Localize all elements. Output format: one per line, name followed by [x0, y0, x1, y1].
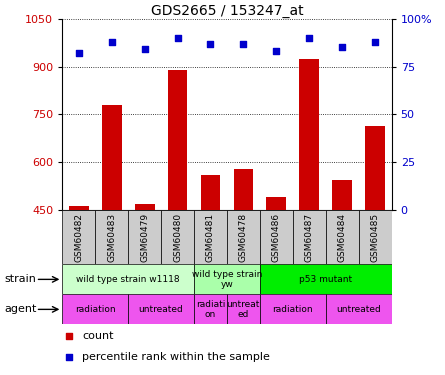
Text: GSM60482: GSM60482 — [74, 213, 83, 262]
Text: GSM60481: GSM60481 — [206, 213, 215, 262]
Bar — [260, 294, 326, 324]
Bar — [62, 264, 194, 294]
Bar — [102, 105, 121, 353]
Bar — [69, 206, 89, 353]
Bar — [267, 197, 286, 353]
Text: GSM60486: GSM60486 — [272, 213, 281, 262]
Bar — [326, 294, 392, 324]
Bar — [168, 70, 187, 353]
Text: radiati
on: radiati on — [196, 300, 225, 319]
Text: strain: strain — [4, 274, 36, 284]
Point — [174, 35, 181, 41]
Bar — [332, 180, 352, 353]
Text: wild type strain
yw: wild type strain yw — [192, 270, 262, 289]
Bar — [194, 264, 260, 294]
Point — [141, 46, 148, 53]
Bar — [201, 175, 220, 353]
Point — [108, 39, 115, 45]
Point — [207, 40, 214, 46]
Text: count: count — [82, 331, 113, 341]
Bar — [227, 294, 260, 324]
Text: wild type strain w1118: wild type strain w1118 — [77, 275, 180, 284]
Bar — [359, 210, 392, 264]
Text: percentile rank within the sample: percentile rank within the sample — [82, 352, 270, 362]
Bar — [260, 264, 392, 294]
Text: GSM60484: GSM60484 — [338, 213, 347, 262]
Point — [65, 354, 73, 360]
Bar — [299, 58, 319, 353]
Point — [306, 35, 313, 41]
Bar — [227, 210, 260, 264]
Text: untreated: untreated — [336, 305, 381, 314]
Text: untreat
ed: untreat ed — [227, 300, 260, 319]
Bar — [365, 126, 385, 353]
Bar — [326, 210, 359, 264]
Bar — [260, 210, 293, 264]
Bar — [62, 294, 128, 324]
Bar — [194, 210, 227, 264]
Text: radiation: radiation — [75, 305, 116, 314]
Bar — [128, 210, 161, 264]
Point — [339, 44, 346, 50]
Bar — [161, 210, 194, 264]
Text: p53 mutant: p53 mutant — [299, 275, 352, 284]
Point — [240, 40, 247, 46]
Bar — [234, 168, 253, 353]
Title: GDS2665 / 153247_at: GDS2665 / 153247_at — [151, 4, 303, 18]
Text: radiation: radiation — [272, 305, 313, 314]
Text: GSM60485: GSM60485 — [371, 213, 380, 262]
Text: agent: agent — [4, 304, 37, 314]
Bar — [128, 294, 194, 324]
Bar — [95, 210, 128, 264]
Point — [372, 39, 379, 45]
Text: GSM60478: GSM60478 — [239, 213, 248, 262]
Bar — [135, 204, 154, 353]
Text: GSM60479: GSM60479 — [140, 213, 149, 262]
Point — [65, 333, 73, 339]
Bar — [194, 294, 227, 324]
Text: GSM60487: GSM60487 — [305, 213, 314, 262]
Text: GSM60483: GSM60483 — [107, 213, 116, 262]
Bar — [62, 210, 95, 264]
Bar — [293, 210, 326, 264]
Point — [75, 50, 82, 56]
Text: GSM60480: GSM60480 — [173, 213, 182, 262]
Text: untreated: untreated — [139, 305, 183, 314]
Point — [273, 48, 280, 54]
